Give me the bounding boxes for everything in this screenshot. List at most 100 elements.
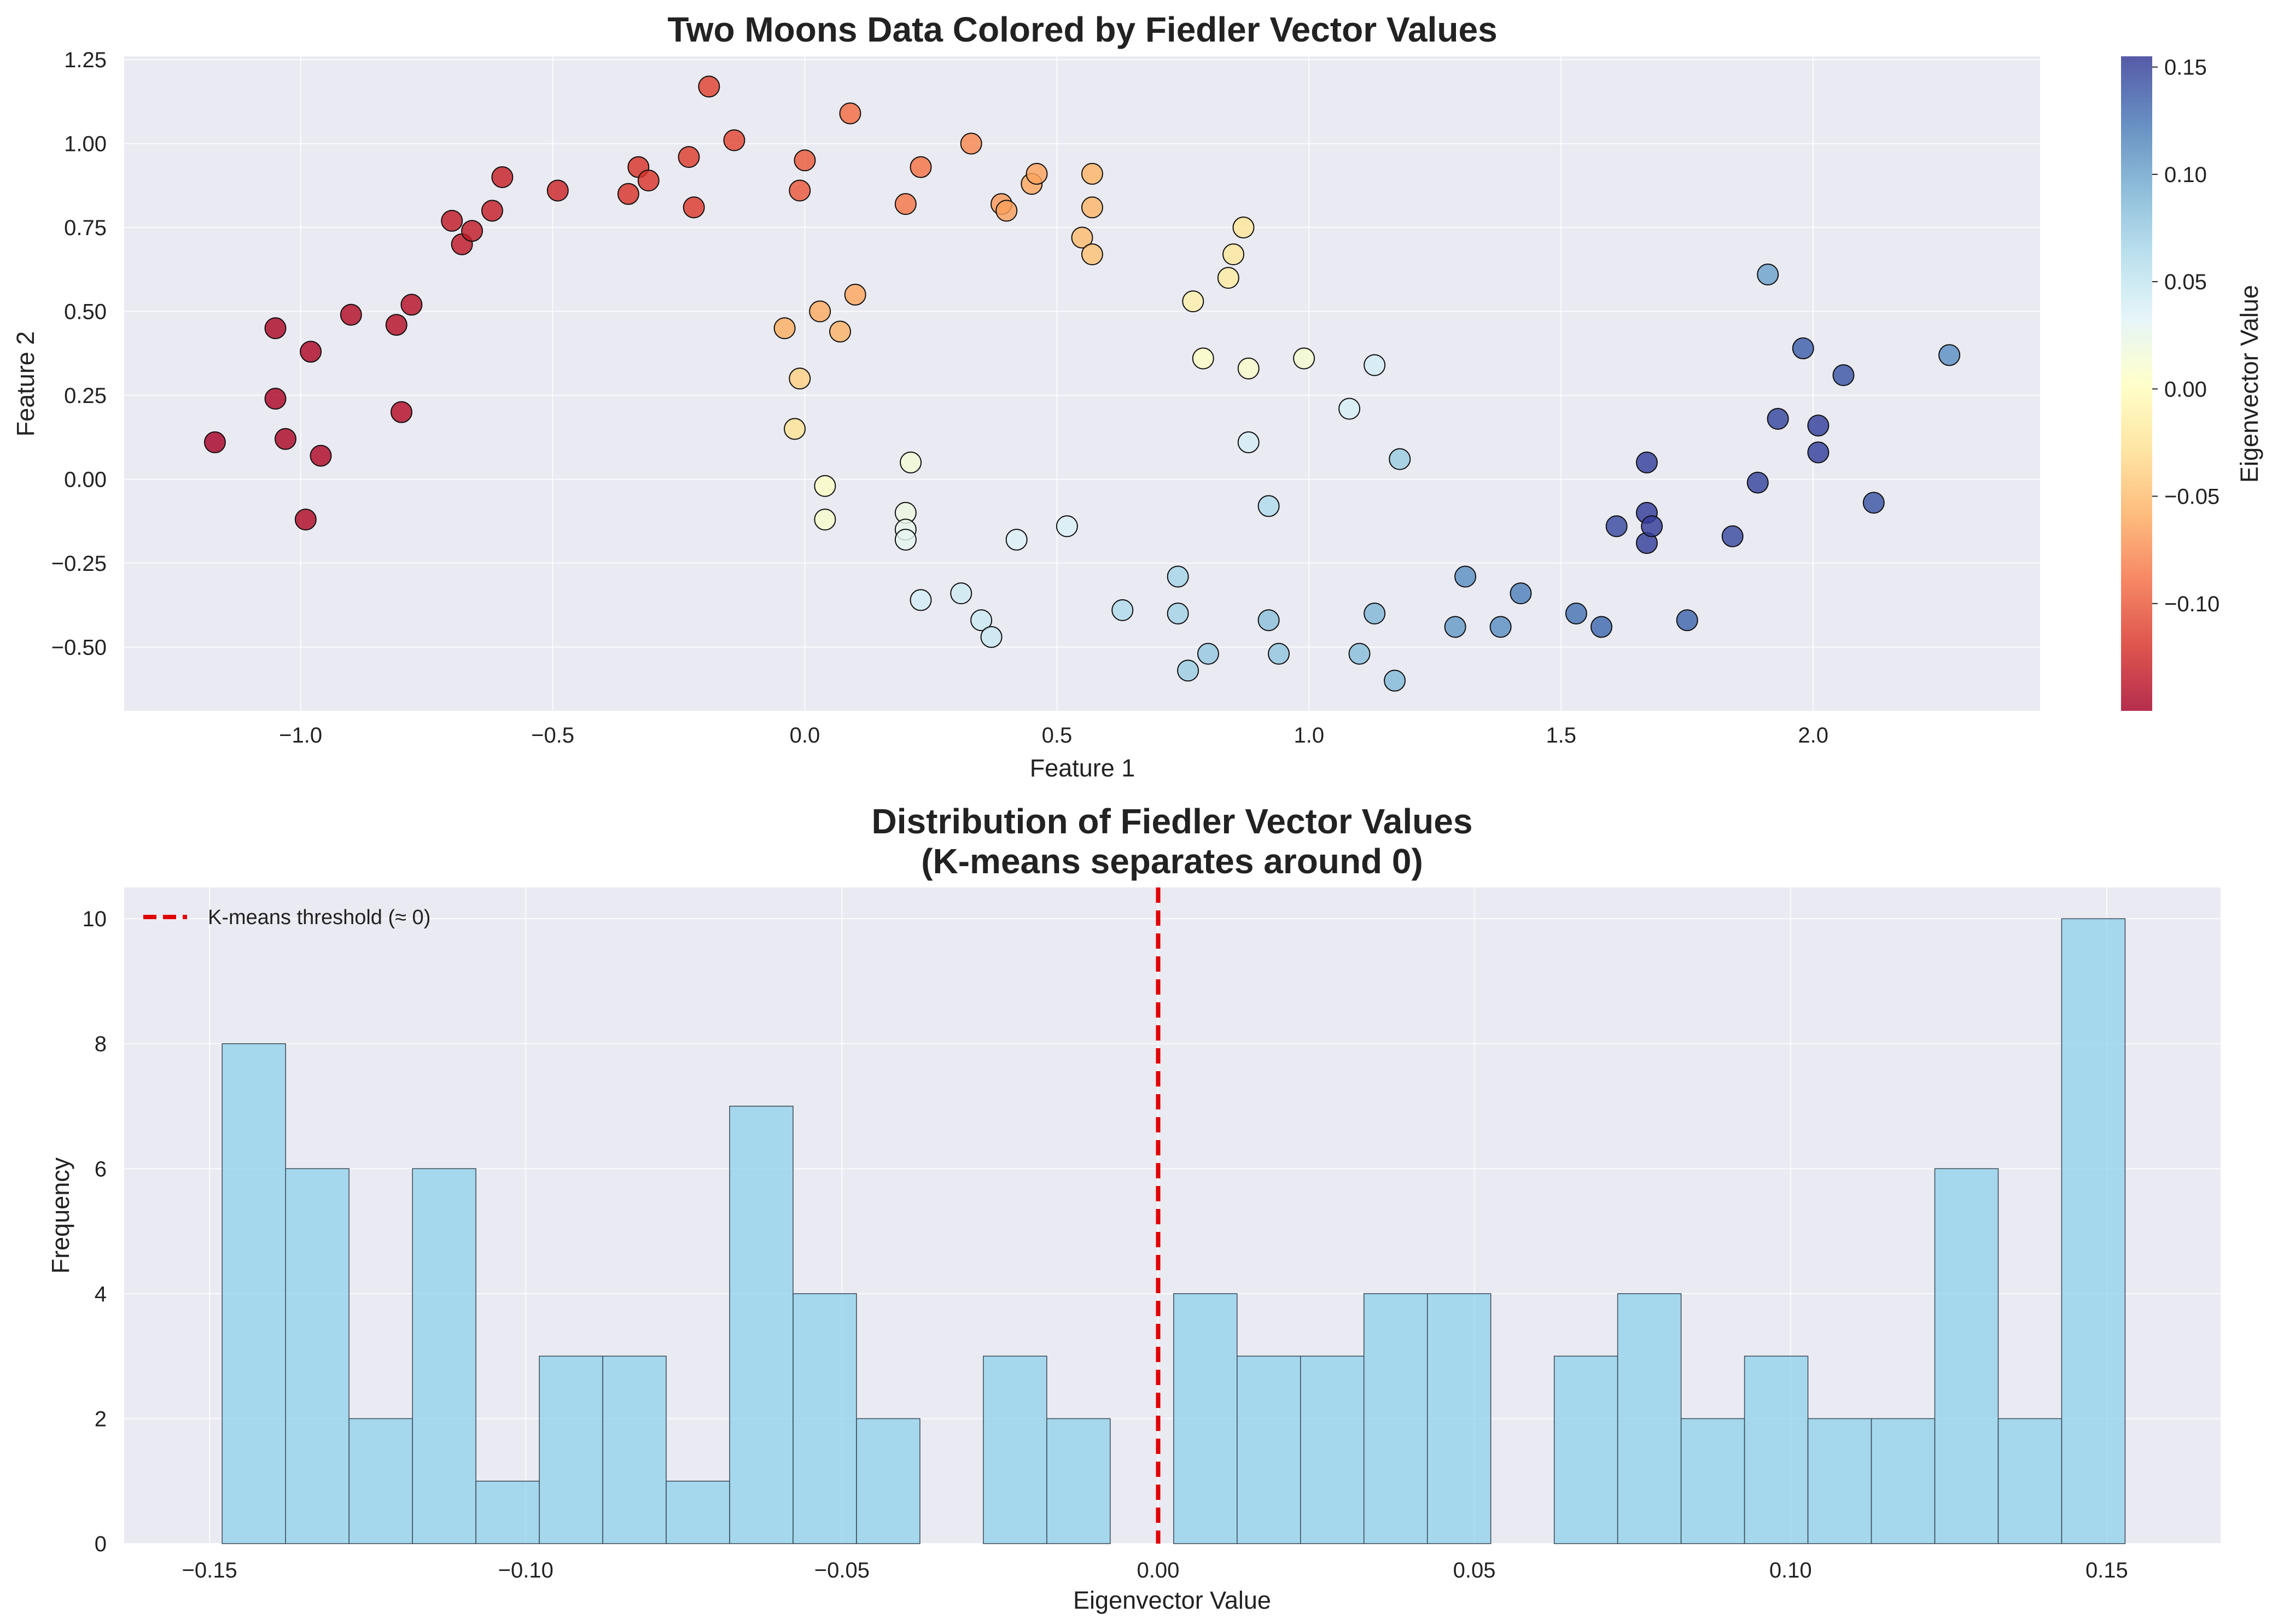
scatter-y-tick-label: 0.25 — [64, 384, 107, 408]
scatter-point — [723, 129, 745, 151]
scatter-y-ticks: −0.50 −0.25 0.00 0.25 0.50 0.75 1.00 1.25 — [51, 48, 107, 659]
scatter-x-tick-label: 2.0 — [1798, 723, 1828, 747]
histogram-bar — [1046, 1418, 1111, 1544]
scatter-point — [1268, 642, 1290, 665]
histogram-bar — [2061, 918, 2126, 1544]
scatter-point — [400, 294, 423, 316]
scatter-point — [1026, 162, 1048, 185]
histogram-bar — [1617, 1293, 1682, 1544]
scatter-point — [1807, 441, 1830, 464]
scatter-point — [789, 367, 811, 390]
scatter-point — [310, 445, 332, 467]
scatter-y-tick-label: 0.75 — [64, 216, 107, 240]
scatter-point — [773, 317, 796, 340]
scatter-point — [1167, 602, 1189, 624]
scatter-point — [1364, 602, 1386, 624]
scatter-point — [1746, 471, 1769, 494]
scatter-x-tick-label: 1.0 — [1294, 723, 1325, 747]
scatter-point — [1293, 347, 1315, 370]
scatter-point — [1217, 267, 1239, 289]
scatter-x-tick-label: 0.0 — [790, 723, 820, 747]
scatter-y-tick-label: −0.25 — [51, 552, 107, 576]
histogram-bar — [1363, 1293, 1428, 1544]
scatter-point — [698, 75, 720, 98]
scatter-point — [340, 303, 362, 326]
histogram-bar — [983, 1356, 1047, 1544]
legend: K-means threshold (≈ 0) — [143, 906, 430, 929]
scatter-point — [995, 200, 1018, 222]
scatter-point — [1222, 243, 1245, 266]
histogram-panel: −0.15 −0.10 −0.05 0.00 0.05 0.10 0.15 0246810 … — [46, 802, 2221, 1614]
colorbar-tick-label: 0.15 — [2164, 56, 2207, 80]
histogram-bar — [1680, 1418, 1745, 1544]
histogram-bar — [1997, 1418, 2063, 1544]
colorbar-tick-label: 0.00 — [2164, 377, 2207, 401]
histogram-bar — [1807, 1418, 1872, 1544]
histogram-bar — [475, 1480, 540, 1544]
scatter-point — [1338, 398, 1361, 420]
scatter-point — [678, 146, 700, 168]
histogram-bar — [348, 1418, 413, 1544]
scatter-point — [1005, 528, 1028, 551]
scatter-x-tick-label: −0.5 — [531, 723, 574, 747]
scatter-point — [1767, 407, 1789, 430]
histogram-title: Distribution of Fiedler Vector Values — [872, 802, 1473, 841]
scatter-point — [1938, 344, 1961, 366]
scatter-point — [1197, 642, 1219, 665]
histogram-bar — [1871, 1418, 1936, 1544]
scatter-point — [894, 193, 917, 215]
scatter-y-tick-label: 0.00 — [64, 468, 107, 492]
histogram-bar — [1553, 1356, 1618, 1544]
scatter-point — [1454, 565, 1477, 588]
scatter-point — [546, 179, 569, 202]
histogram-x-tick-label: 0.00 — [1137, 1558, 1180, 1582]
scatter-point — [264, 388, 287, 410]
scatter-x-tick-label: 0.5 — [1042, 723, 1073, 747]
scatter-point — [1111, 599, 1134, 621]
scatter-y-tick-label: 1.25 — [64, 48, 107, 72]
histogram-y-tick-label: 2 — [95, 1407, 107, 1431]
scatter-point — [784, 418, 806, 440]
histogram-bar — [1173, 1293, 1238, 1544]
scatter-point — [1757, 264, 1779, 285]
colorbar-tick-label: 0.05 — [2164, 270, 2207, 294]
histogram-y-ticks: 0 2 4 6 8 10 — [83, 907, 107, 1556]
colorbar-ticks: −0.10 −0.05 0.00 0.05 0.10 0.15 — [2152, 56, 2219, 616]
scatter-point — [1192, 347, 1214, 370]
scatter-point — [1862, 492, 1885, 514]
histogram-bar — [539, 1356, 603, 1544]
colorbar-label: Eigenvector Value — [2235, 285, 2263, 483]
histogram-x-tick-label: 0.05 — [1453, 1558, 1496, 1582]
scatter-point — [274, 428, 296, 450]
scatter-point — [809, 300, 831, 323]
scatter-point — [683, 196, 705, 219]
scatter-x-tick-label: −1.0 — [279, 723, 322, 747]
histogram-bar — [1426, 1293, 1492, 1544]
scatter-point — [844, 283, 866, 306]
histogram-bar — [1300, 1356, 1365, 1544]
scatter-point — [441, 209, 463, 232]
histogram-bar — [1934, 1168, 1999, 1544]
histogram-y-label: Frequency — [46, 1157, 74, 1274]
scatter-point — [1641, 515, 1663, 538]
scatter-point — [1510, 582, 1532, 605]
scatter-point — [980, 626, 1003, 648]
scatter-point — [1676, 609, 1698, 632]
scatter-point — [829, 320, 852, 343]
colorbar: −0.10 −0.05 0.00 0.05 0.10 0.15 Eigenvector V… — [2121, 56, 2263, 711]
scatter-point — [1590, 616, 1612, 638]
scatter-point — [1565, 602, 1587, 624]
scatter-point — [461, 220, 483, 242]
scatter-y-tick-label: −0.50 — [51, 635, 107, 659]
scatter-point — [1384, 669, 1406, 692]
scatter-point — [1444, 616, 1466, 638]
scatter-point — [1081, 162, 1103, 185]
colorbar-tick-label: 0.10 — [2164, 163, 2207, 187]
scatter-title: Two Moons Data Colored by Fiedler Vector… — [667, 10, 1497, 49]
scatter-point — [839, 102, 861, 125]
scatter-point — [894, 528, 917, 551]
histogram-subtitle: (K-means separates around 0) — [921, 842, 1423, 881]
scatter-point — [1721, 525, 1744, 547]
scatter-y-tick-label: 0.50 — [64, 300, 107, 324]
